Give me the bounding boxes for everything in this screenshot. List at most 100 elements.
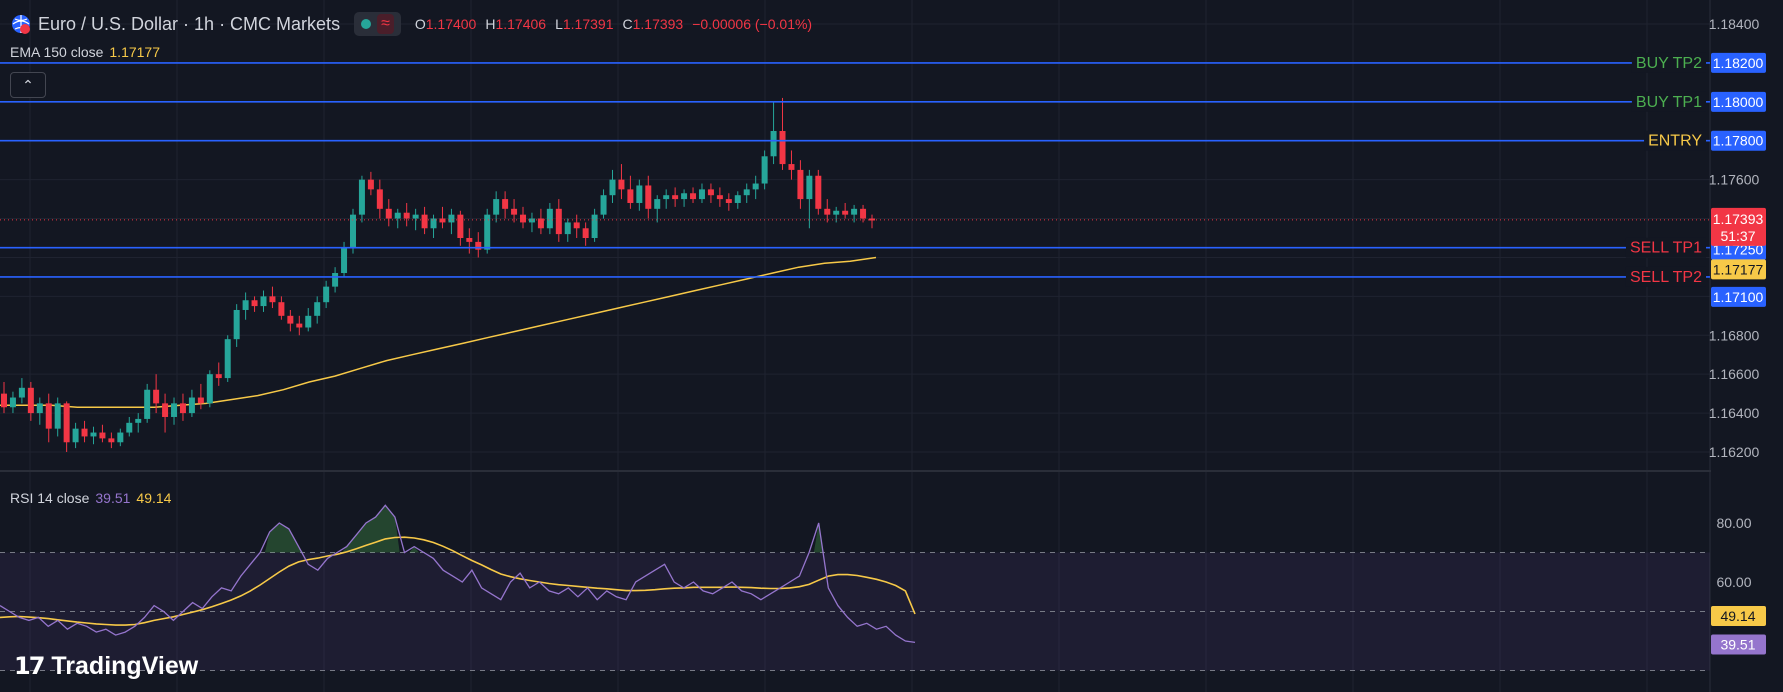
candle[interactable] bbox=[242, 292, 249, 320]
price-axis[interactable]: 1.18400 1.17600 1.16800 1.16600 1.16400 1.162… bbox=[1709, 0, 1783, 692]
candle[interactable] bbox=[564, 218, 571, 242]
candle[interactable] bbox=[609, 169, 616, 203]
candle[interactable] bbox=[439, 206, 446, 229]
candle[interactable] bbox=[681, 189, 688, 207]
candle[interactable] bbox=[421, 206, 428, 235]
candle[interactable] bbox=[860, 204, 867, 223]
candle[interactable] bbox=[761, 150, 768, 190]
level-price-tag[interactable]: 1.18000 bbox=[1711, 91, 1766, 112]
ema-legend[interactable]: EMA 150 close 1.17177 bbox=[10, 44, 160, 60]
candle[interactable] bbox=[734, 191, 741, 209]
candle[interactable] bbox=[851, 204, 858, 223]
rsi-legend[interactable]: RSI 14 close 39.51 49.14 bbox=[10, 490, 171, 506]
candle[interactable] bbox=[725, 193, 732, 211]
candle[interactable] bbox=[251, 296, 258, 312]
candle[interactable] bbox=[90, 426, 97, 445]
candle[interactable] bbox=[475, 232, 482, 258]
candle[interactable] bbox=[197, 383, 204, 410]
rsi-ma-line[interactable] bbox=[0, 536, 916, 626]
candle[interactable] bbox=[278, 296, 285, 320]
candle[interactable] bbox=[27, 381, 34, 421]
level-price-tag[interactable]: 1.18200 bbox=[1711, 52, 1766, 73]
candle[interactable] bbox=[385, 199, 392, 227]
candle[interactable] bbox=[269, 286, 276, 309]
candle[interactable] bbox=[179, 393, 186, 421]
candle[interactable] bbox=[546, 202, 553, 235]
level-sell-tp1[interactable]: SELL TP1 bbox=[0, 237, 1710, 258]
candle[interactable] bbox=[394, 208, 401, 229]
symbol-title[interactable]: Euro / U.S. Dollar · 1h · CMC Markets bbox=[38, 13, 341, 34]
ema-price-tag[interactable]: 1.17177 bbox=[1711, 259, 1766, 280]
candle[interactable] bbox=[144, 383, 151, 423]
level-price-tag[interactable]: 1.17100 bbox=[1711, 286, 1766, 307]
candle[interactable] bbox=[457, 210, 464, 246]
candle[interactable] bbox=[117, 428, 124, 447]
candle[interactable] bbox=[153, 374, 160, 414]
candle[interactable] bbox=[367, 171, 374, 196]
rsi-ma-tag[interactable]: 49.14 bbox=[1711, 606, 1766, 627]
collapse-legend-button[interactable]: ⌃ bbox=[10, 72, 46, 98]
candle[interactable] bbox=[18, 378, 25, 404]
candle[interactable] bbox=[484, 208, 491, 254]
candle[interactable] bbox=[162, 393, 169, 433]
candle[interactable] bbox=[81, 420, 88, 443]
candle[interactable] bbox=[448, 208, 455, 235]
market-status-pill[interactable]: ≈ bbox=[354, 12, 401, 36]
candle[interactable] bbox=[376, 179, 383, 219]
candle[interactable] bbox=[797, 160, 804, 209]
candle[interactable] bbox=[672, 187, 679, 207]
candle[interactable] bbox=[412, 208, 419, 231]
candle[interactable] bbox=[296, 315, 303, 336]
candle[interactable] bbox=[305, 308, 312, 332]
rsi-pane[interactable] bbox=[0, 504, 1710, 671]
level-buy-tp2[interactable]: BUY TP2 bbox=[0, 52, 1710, 73]
candle[interactable] bbox=[573, 214, 580, 238]
candle[interactable] bbox=[627, 175, 634, 209]
candle[interactable] bbox=[99, 424, 106, 443]
rsi-line[interactable] bbox=[0, 504, 916, 644]
candle[interactable] bbox=[770, 101, 777, 165]
level-buy-tp1[interactable]: BUY TP1 bbox=[0, 91, 1710, 112]
candle[interactable] bbox=[528, 212, 535, 233]
candle[interactable] bbox=[842, 202, 849, 219]
candle[interactable] bbox=[233, 304, 240, 347]
candle[interactable] bbox=[260, 290, 267, 312]
candle[interactable] bbox=[36, 397, 43, 425]
candle[interactable] bbox=[314, 296, 321, 324]
candle[interactable] bbox=[690, 187, 697, 203]
candle[interactable] bbox=[824, 199, 831, 223]
candle[interactable] bbox=[171, 397, 178, 425]
candle[interactable] bbox=[9, 391, 16, 414]
trade-levels[interactable]: BUY TP2 BUY TP1 ENTRY SELL TP1 SELL TP2 bbox=[0, 52, 1710, 287]
candle[interactable] bbox=[358, 175, 365, 223]
candle[interactable] bbox=[403, 202, 410, 227]
candle[interactable] bbox=[54, 397, 61, 437]
candle[interactable] bbox=[126, 416, 133, 437]
candle[interactable] bbox=[716, 187, 723, 207]
candle[interactable] bbox=[466, 228, 473, 254]
candle[interactable] bbox=[511, 199, 518, 223]
candle[interactable] bbox=[654, 195, 661, 223]
candle[interactable] bbox=[555, 199, 562, 242]
candle[interactable] bbox=[349, 208, 356, 254]
candle[interactable] bbox=[815, 169, 822, 215]
candle[interactable] bbox=[582, 222, 589, 246]
candle[interactable] bbox=[502, 191, 509, 219]
candle[interactable] bbox=[287, 309, 294, 332]
candle[interactable] bbox=[636, 179, 643, 211]
candle[interactable] bbox=[537, 208, 544, 235]
candle[interactable] bbox=[806, 169, 813, 229]
level-sell-tp2[interactable]: SELL TP2 bbox=[0, 266, 1710, 287]
rsi-value-tag[interactable]: 39.51 bbox=[1711, 634, 1766, 655]
candle[interactable] bbox=[600, 189, 607, 219]
candle[interactable] bbox=[188, 389, 195, 417]
candle[interactable] bbox=[215, 362, 222, 386]
level-entry[interactable]: ENTRY bbox=[0, 130, 1710, 151]
candle[interactable] bbox=[135, 413, 142, 433]
candle[interactable] bbox=[430, 214, 437, 238]
candle[interactable] bbox=[45, 393, 52, 443]
candle[interactable] bbox=[788, 150, 795, 180]
candle[interactable] bbox=[752, 175, 759, 200]
